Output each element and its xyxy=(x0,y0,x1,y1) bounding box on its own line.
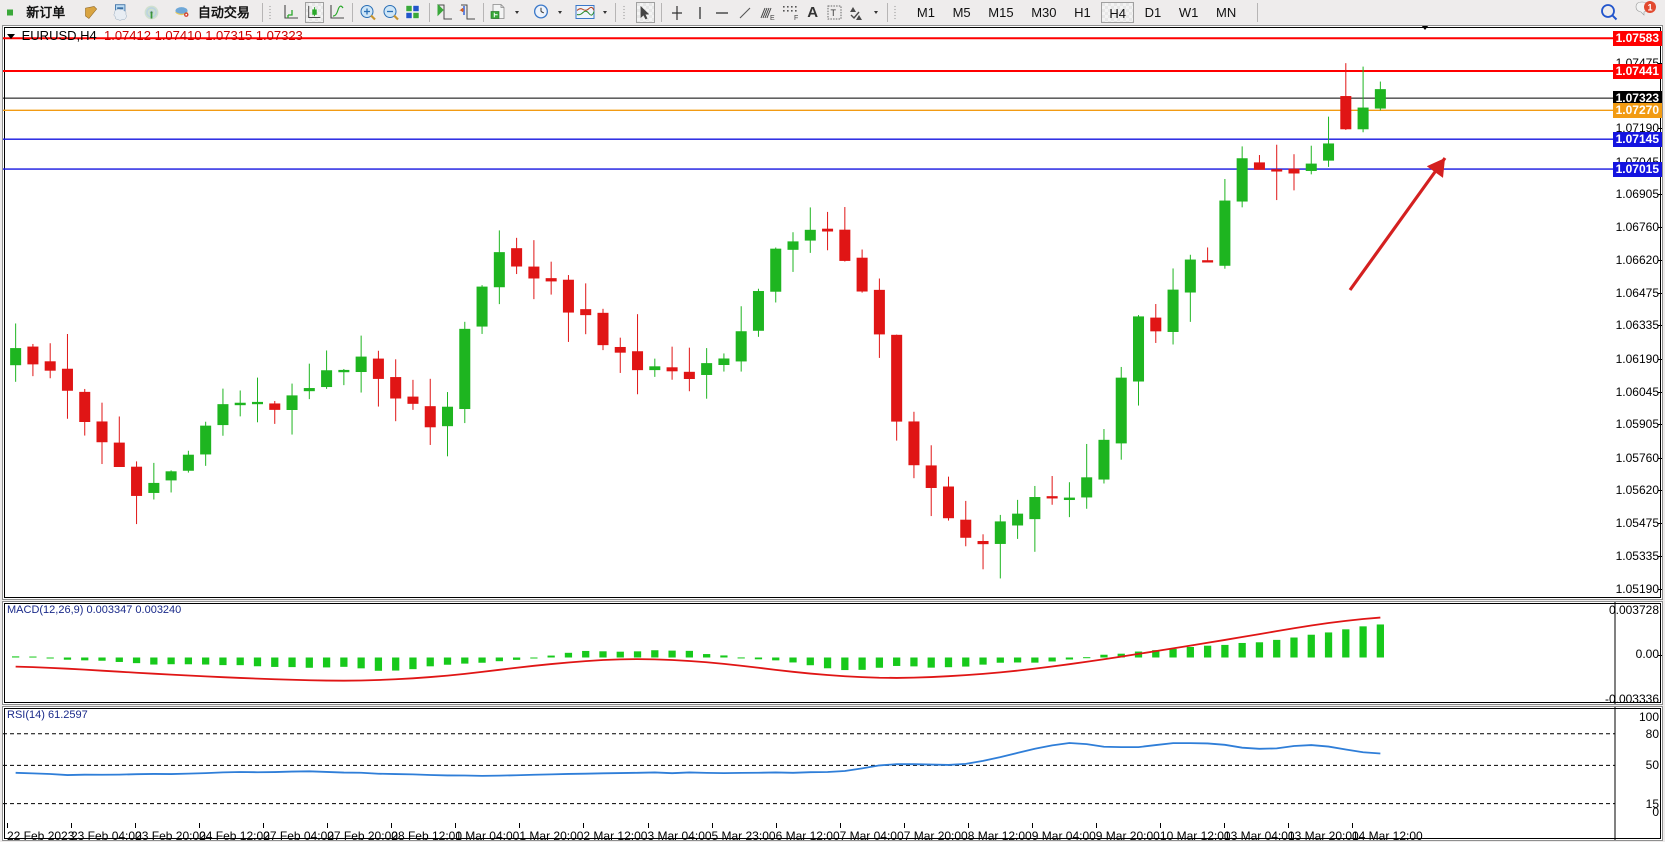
svg-text:F: F xyxy=(794,15,798,22)
svg-text:1: 1 xyxy=(1647,3,1652,13)
svg-text:E: E xyxy=(770,15,775,22)
svg-text:T: T xyxy=(830,8,836,18)
